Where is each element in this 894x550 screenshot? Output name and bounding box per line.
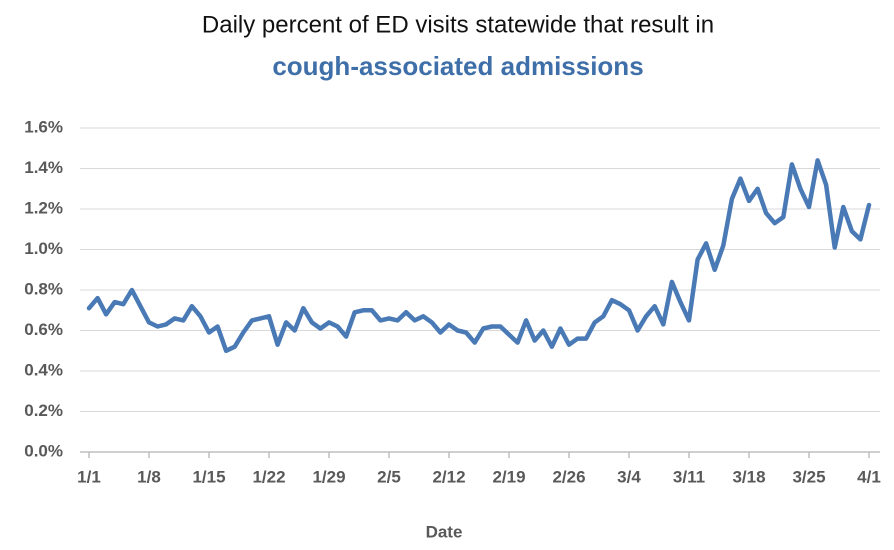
x-tick-label: 1/22 (252, 467, 285, 486)
y-tick-label: 1.4% (24, 158, 63, 177)
y-tick-label: 1.2% (24, 198, 63, 217)
data-line (86, 158, 872, 354)
y-tick-label: 0.8% (24, 279, 63, 298)
x-tick-label: 1/1 (77, 467, 101, 486)
x-tick-label: 1/15 (192, 467, 225, 486)
y-tick-label: 0.0% (24, 441, 63, 460)
x-tick-label: 2/19 (492, 467, 525, 486)
y-tick-label: 0.2% (24, 401, 63, 420)
x-tick-label: 3/11 (673, 467, 705, 486)
x-tick-label: 1/8 (137, 467, 161, 486)
chart-title: Daily percent of ED visits statewide tha… (202, 11, 714, 38)
y-tick-label: 1.6% (24, 117, 63, 136)
x-tick-label: 2/26 (552, 467, 585, 486)
x-tick-label: 2/12 (432, 467, 465, 486)
x-tick-label: 1/29 (312, 467, 345, 486)
y-tick-label: 0.4% (24, 360, 63, 379)
x-axis-label: Date (426, 522, 463, 541)
y-tick-label: 1.0% (24, 239, 63, 258)
x-tick-label: 2/5 (377, 467, 401, 486)
x-tick-label: 3/25 (792, 467, 825, 486)
y-tick-label: 0.6% (24, 320, 63, 339)
x-tick-label: 3/18 (732, 467, 765, 486)
chart-subtitle: cough-associated admissions (272, 51, 643, 81)
x-tick-label: 3/4 (617, 467, 641, 486)
x-tick-label: 4/1 (857, 467, 881, 486)
